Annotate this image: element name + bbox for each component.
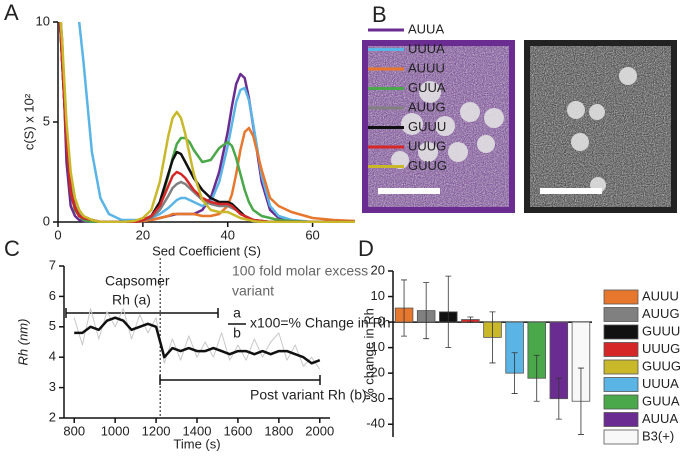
legend-swatch (603, 289, 639, 305)
series-line (73, 308, 321, 370)
x-axis-label: Time (s) (173, 436, 220, 451)
y-tick-label: 4 (49, 349, 56, 364)
x-tick-label: 1400 (183, 423, 212, 438)
annotation: b (233, 325, 241, 341)
y-axis-label: c(S) x 10² (21, 93, 36, 150)
x-tick-label: 1600 (223, 423, 252, 438)
legend-swatch (603, 359, 639, 375)
error-bar (555, 377, 562, 420)
panel-label: A (4, 0, 19, 25)
series-line (58, 22, 355, 223)
error-bar (511, 352, 518, 394)
series-line (77, 22, 355, 223)
error-bar (489, 311, 496, 364)
x-tick-label: 0 (54, 227, 61, 242)
legend-swatch (603, 429, 639, 445)
legend-swatch (603, 307, 639, 322)
series-line (59, 22, 355, 223)
plot-area (58, 22, 356, 223)
error-bar (533, 354, 540, 402)
series-line (58, 22, 355, 223)
panel-label: D (358, 236, 374, 261)
legend-label: AUUG (642, 306, 680, 321)
x-tick-label: 1000 (101, 423, 130, 438)
y-tick-label: -30 (366, 390, 385, 405)
legend-swatch (603, 377, 639, 392)
x-tick-label: 1800 (264, 423, 293, 438)
y-tick-label: 3 (49, 379, 56, 394)
legend-label: B3(+) (642, 428, 674, 443)
micrograph (362, 40, 515, 213)
y-axis-label: % change in Rh (361, 308, 376, 400)
annotation: x100=% Change in Rh (250, 315, 391, 331)
y-tick-label: -40 (366, 416, 385, 431)
y-tick-label: 2 (49, 409, 56, 424)
y-tick-label: 10 (36, 13, 50, 28)
y-tick-label: 0 (43, 213, 50, 228)
y-tick-label: 5 (49, 318, 56, 333)
y-tick-label: 5 (43, 113, 50, 128)
micrograph (524, 40, 677, 213)
legend-label: AUUU (408, 60, 445, 75)
legend-label: AUUU (642, 288, 679, 303)
legend-label: AUUA (642, 411, 678, 426)
error-bar (423, 282, 430, 340)
legend-swatch (603, 412, 639, 427)
legend-swatch (603, 342, 639, 357)
annotation: 100 fold molar excess (232, 263, 368, 279)
legend-swatch (603, 394, 639, 410)
legend-label: AUUG (408, 99, 446, 114)
series-line (58, 22, 355, 223)
x-tick-label: 800 (63, 423, 85, 438)
series-line (58, 22, 356, 223)
series-line (58, 22, 355, 223)
legend-label: GUUA (642, 393, 680, 408)
error-bar (467, 316, 474, 323)
plot-area (73, 308, 321, 370)
y-tick-label: -10 (366, 339, 385, 354)
legend-label: AUUA (408, 21, 444, 36)
legend-label: UUUA (408, 41, 445, 56)
error-bar (445, 275, 452, 349)
legend-label: GUUA (408, 80, 446, 95)
annotation: Rh (a) (112, 292, 151, 308)
panel-label: B (372, 2, 387, 27)
legend-label: UUUG (642, 341, 680, 356)
x-tick-label: 1200 (142, 423, 171, 438)
error-bar (577, 367, 584, 435)
annotation: variant (232, 283, 274, 299)
legend-label: GUUU (408, 119, 446, 134)
x-tick-label: 60 (305, 227, 319, 242)
series-line (59, 22, 355, 223)
legend-label: GUUU (642, 323, 680, 338)
series-line (74, 316, 321, 365)
y-tick-label: 10 (371, 288, 385, 303)
legend-swatch (603, 324, 639, 340)
x-tick-label: 40 (220, 227, 234, 242)
x-axis-label: Sed Coefficient (S) (152, 243, 261, 258)
legend-label: UUUG (408, 138, 446, 153)
x-tick-label: 2000 (305, 423, 334, 438)
legend-label: UUUA (642, 376, 679, 391)
legend-label: GUUG (408, 158, 447, 173)
legend-label: GUUG (642, 358, 680, 373)
y-tick-label: 7 (49, 257, 56, 272)
error-bar (401, 279, 408, 337)
x-tick-label: 20 (136, 227, 150, 242)
y-tick-label: 6 (49, 288, 56, 303)
y-tick-label: 0 (378, 314, 385, 329)
y-tick-label: 20 (371, 262, 385, 277)
y-axis-label: Rh (nm) (15, 319, 30, 366)
annotation: a (233, 305, 241, 321)
annotation: Post variant Rh (b) (250, 387, 367, 403)
y-tick-label: -20 (366, 365, 385, 380)
annotation: Capsomer (105, 273, 170, 289)
panel-label: C (4, 236, 20, 261)
